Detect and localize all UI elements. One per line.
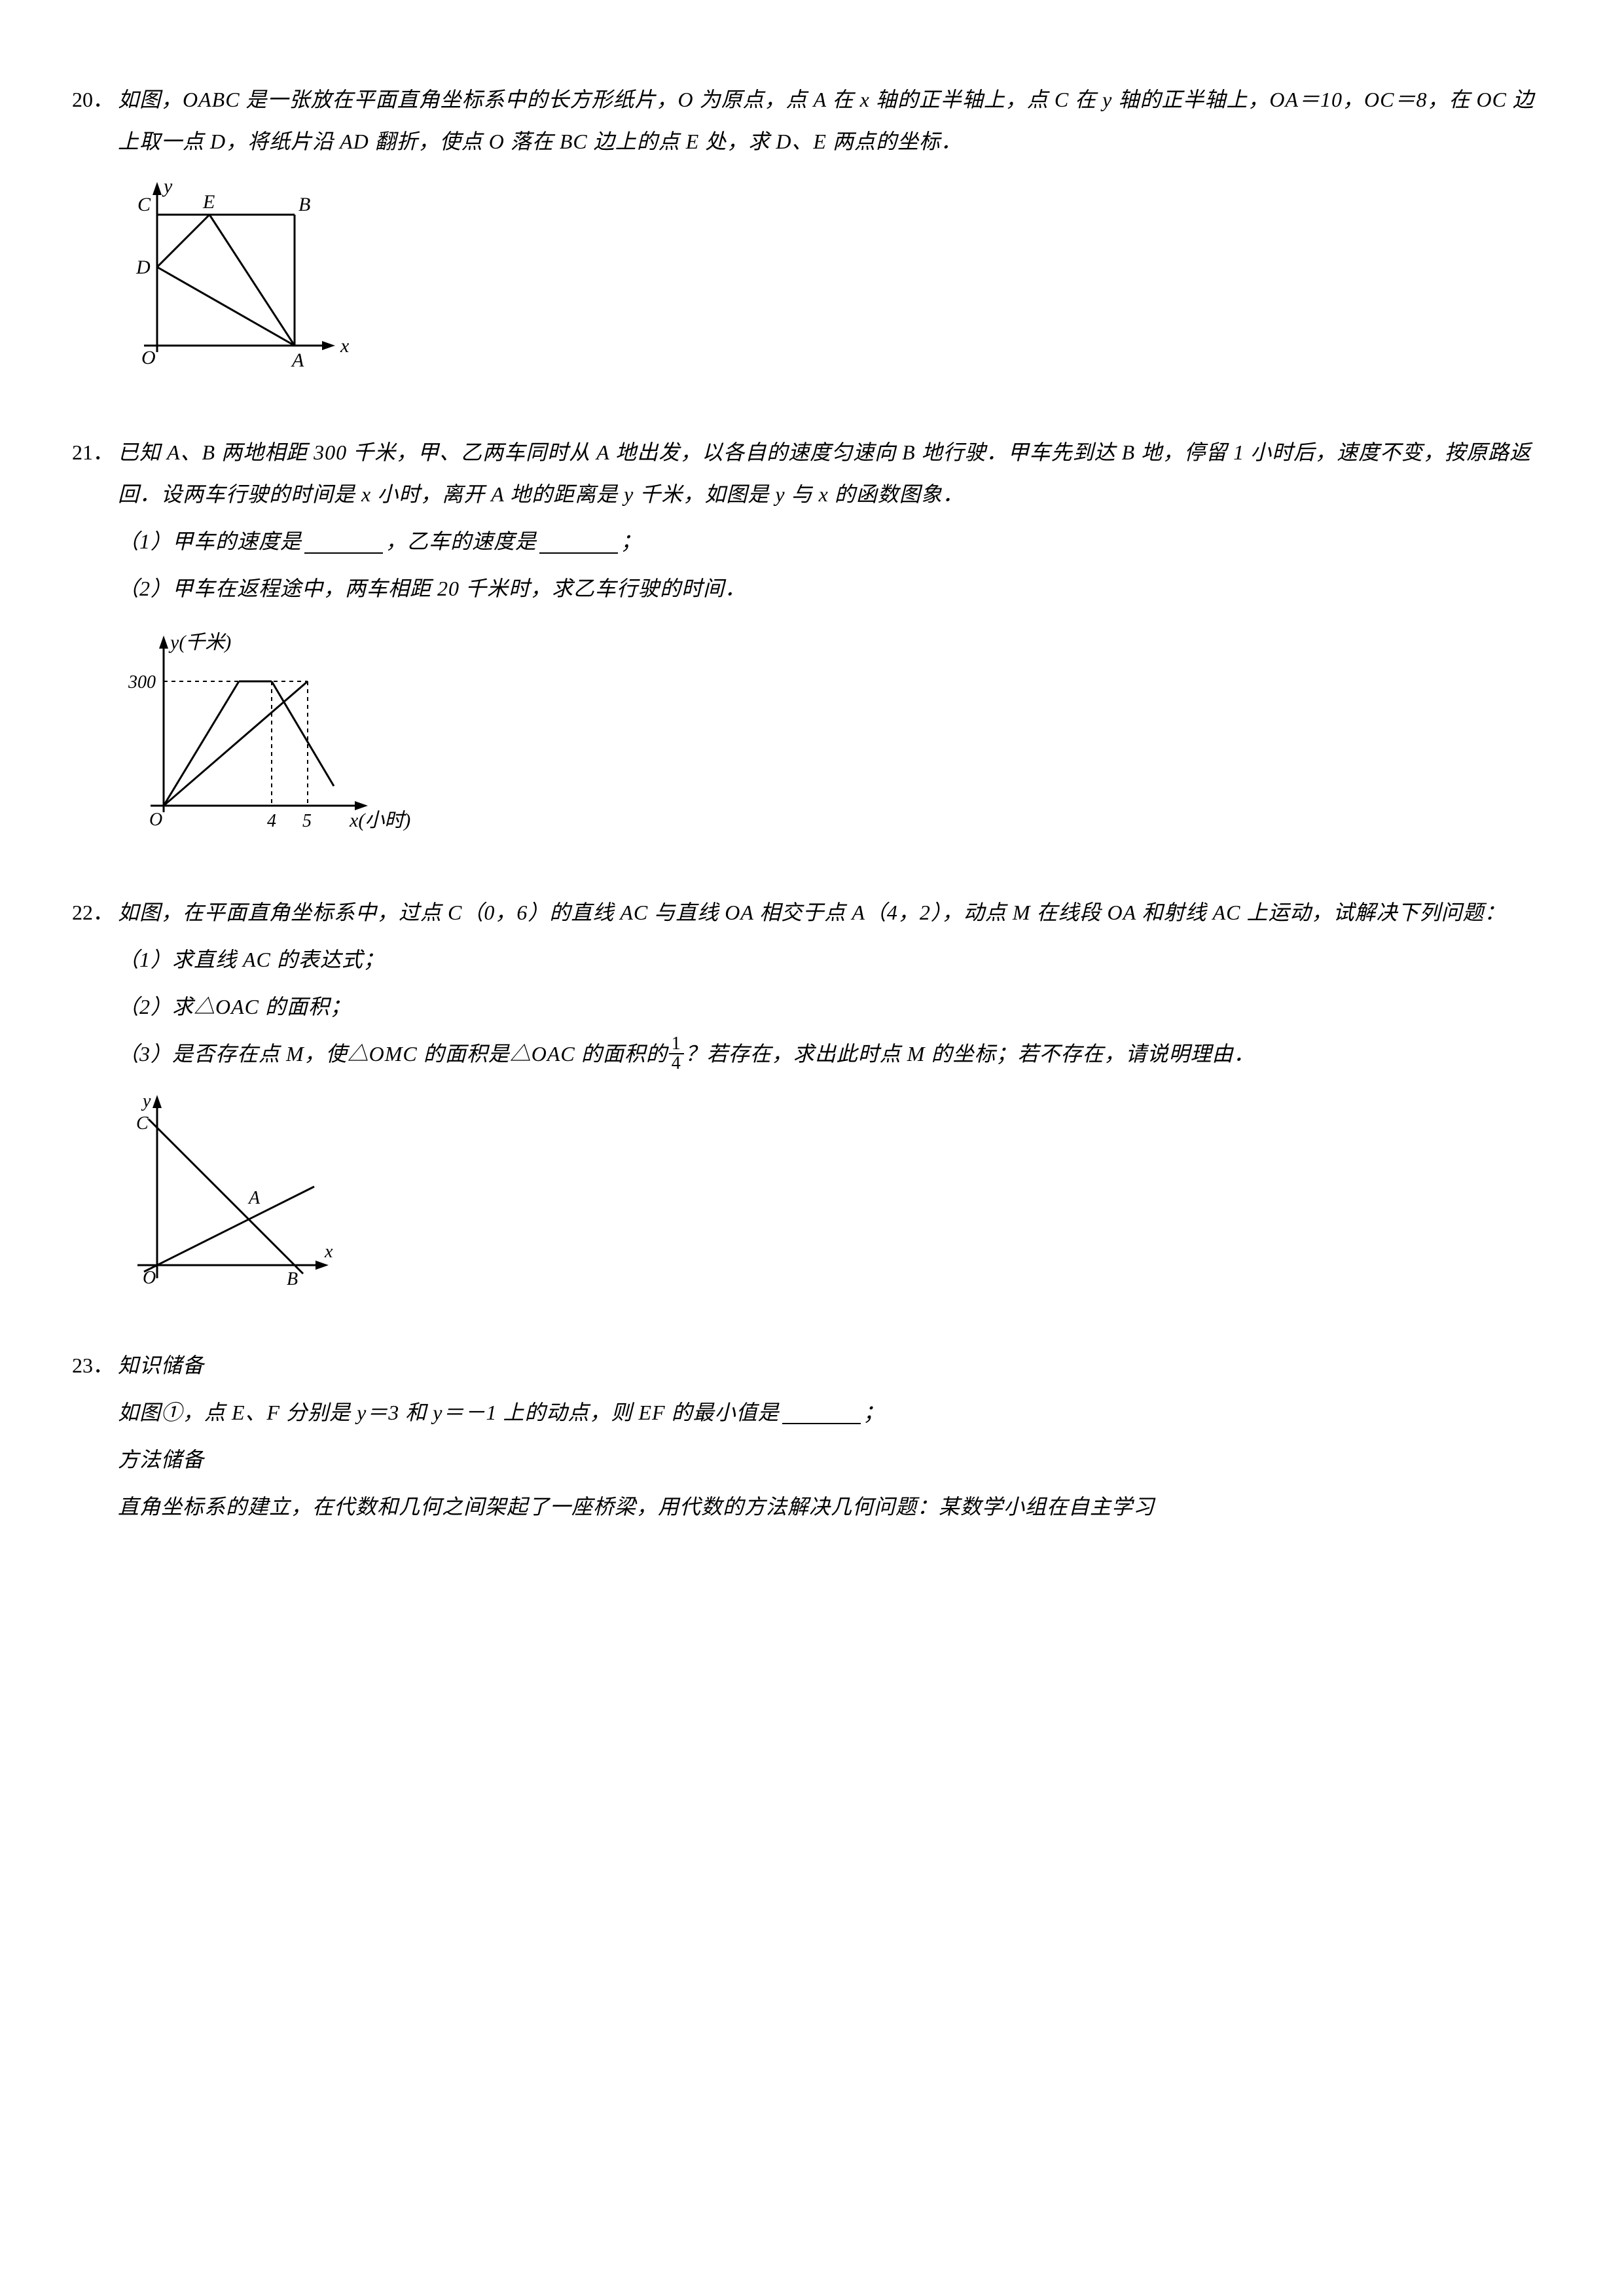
- label-4: 4: [267, 811, 276, 831]
- problem-22: 22． 如图，在平面直角坐标系中，过点 C（0，6）的直线 AC 与直线 OA …: [72, 891, 1552, 1325]
- frac-den: 4: [669, 1054, 684, 1073]
- label-B: B: [298, 194, 310, 215]
- problem-body: 如图，在平面直角坐标系中，过点 C（0，6）的直线 AC 与直线 OA 相交于点…: [118, 891, 1552, 1325]
- label-x: x: [340, 335, 350, 357]
- sub-1: （1）求直线 AC 的表达式；: [118, 939, 1552, 980]
- line-1: 如图①，点 E、F 分别是 y＝3 和 y＝－1 上的动点，则 EF 的最小值是…: [118, 1391, 1552, 1433]
- line-2: 直角坐标系的建立，在代数和几何之间架起了一座桥梁，用代数的方法解决几何问题：某数…: [118, 1486, 1552, 1528]
- title: 知识储备: [118, 1354, 204, 1377]
- problem-body: 如图，OABC 是一张放在平面直角坐标系中的长方形纸片，O 为原点，点 A 在 …: [118, 79, 1552, 412]
- sub1-suffix: ；: [621, 529, 642, 553]
- problem-header: 22． 如图，在平面直角坐标系中，过点 C（0，6）的直线 AC 与直线 OA …: [72, 891, 1552, 1325]
- problem-body: 已知 A、B 两地相距 300 千米，甲、乙两车同时从 A 地出发，以各自的速度…: [118, 431, 1552, 872]
- problem-text: 如图，OABC 是一张放在平面直角坐标系中的长方形纸片，O 为原点，点 A 在 …: [118, 88, 1534, 153]
- sub3-suffix: ？若存在，求出此时点 M 的坐标；若不存在，请说明理由．: [685, 1042, 1255, 1066]
- label-O: O: [141, 347, 156, 368]
- problem-21: 21． 已知 A、B 两地相距 300 千米，甲、乙两车同时从 A 地出发，以各…: [72, 431, 1552, 872]
- line1-suffix: ；: [863, 1401, 885, 1424]
- problem-number: 22．: [72, 891, 118, 933]
- fraction: 14: [669, 1035, 684, 1073]
- label-O: O: [149, 810, 162, 830]
- label-A: A: [247, 1188, 261, 1208]
- sub-2: （2）求△OAC 的面积；: [118, 986, 1552, 1028]
- figure-22: O A B C x y: [118, 1088, 1552, 1312]
- figure-21: O 300 4 5 y(千米) x(小时): [118, 622, 1552, 859]
- label-y: y: [162, 175, 173, 197]
- label-y: y: [141, 1091, 151, 1111]
- blank-1: [304, 534, 383, 554]
- sub1-mid: ，乙车的速度是: [386, 529, 537, 553]
- label-D: D: [135, 257, 151, 278]
- label-300: 300: [128, 672, 156, 692]
- blank-3: [782, 1405, 861, 1424]
- line1-prefix: 如图①，点 E、F 分别是 y＝3 和 y＝－1 上的动点，则 EF 的最小值是: [118, 1401, 780, 1424]
- figure-20: O A B C D E x y: [118, 175, 1552, 399]
- problem-number: 20．: [72, 79, 118, 120]
- title-2: 方法储备: [118, 1439, 1552, 1480]
- label-y: y(千米): [168, 632, 231, 653]
- sub1-prefix: （1）甲车的速度是: [118, 529, 302, 553]
- sub-3: （3）是否存在点 M，使△OMC 的面积是△OAC 的面积的14？若存在，求出此…: [118, 1033, 1552, 1075]
- frac-num: 1: [669, 1035, 684, 1054]
- problem-20: 20． 如图，OABC 是一张放在平面直角坐标系中的长方形纸片，O 为原点，点 …: [72, 79, 1552, 412]
- sub-1: （1）甲车的速度是 ，乙车的速度是 ；: [118, 520, 1552, 562]
- label-C: C: [136, 1113, 149, 1134]
- problem-text: 如图，在平面直角坐标系中，过点 C（0，6）的直线 AC 与直线 OA 相交于点…: [118, 901, 1506, 924]
- label-O: O: [143, 1268, 156, 1288]
- problem-body: 知识储备 如图①，点 E、F 分别是 y＝3 和 y＝－1 上的动点，则 EF …: [118, 1344, 1552, 1528]
- label-C: C: [137, 194, 151, 215]
- sub-2: （2）甲车在返程途中，两车相距 20 千米时，求乙车行驶的时间．: [118, 567, 1552, 609]
- label-5: 5: [302, 811, 312, 831]
- problem-header: 20． 如图，OABC 是一张放在平面直角坐标系中的长方形纸片，O 为原点，点 …: [72, 79, 1552, 412]
- label-x: x: [324, 1242, 333, 1262]
- label-E: E: [202, 191, 215, 213]
- sub3-prefix: （3）是否存在点 M，使△OMC 的面积是△OAC 的面积的: [118, 1042, 668, 1066]
- problem-text: 已知 A、B 两地相距 300 千米，甲、乙两车同时从 A 地出发，以各自的速度…: [118, 440, 1531, 506]
- problem-number: 23．: [72, 1344, 118, 1386]
- problem-header: 21． 已知 A、B 两地相距 300 千米，甲、乙两车同时从 A 地出发，以各…: [72, 431, 1552, 872]
- problem-number: 21．: [72, 431, 118, 473]
- label-B: B: [287, 1269, 298, 1289]
- label-A: A: [291, 350, 304, 371]
- label-x: x(小时): [349, 810, 410, 831]
- problem-23: 23． 知识储备 如图①，点 E、F 分别是 y＝3 和 y＝－1 上的动点，则…: [72, 1344, 1552, 1528]
- problem-header: 23． 知识储备 如图①，点 E、F 分别是 y＝3 和 y＝－1 上的动点，则…: [72, 1344, 1552, 1528]
- blank-2: [539, 534, 618, 554]
